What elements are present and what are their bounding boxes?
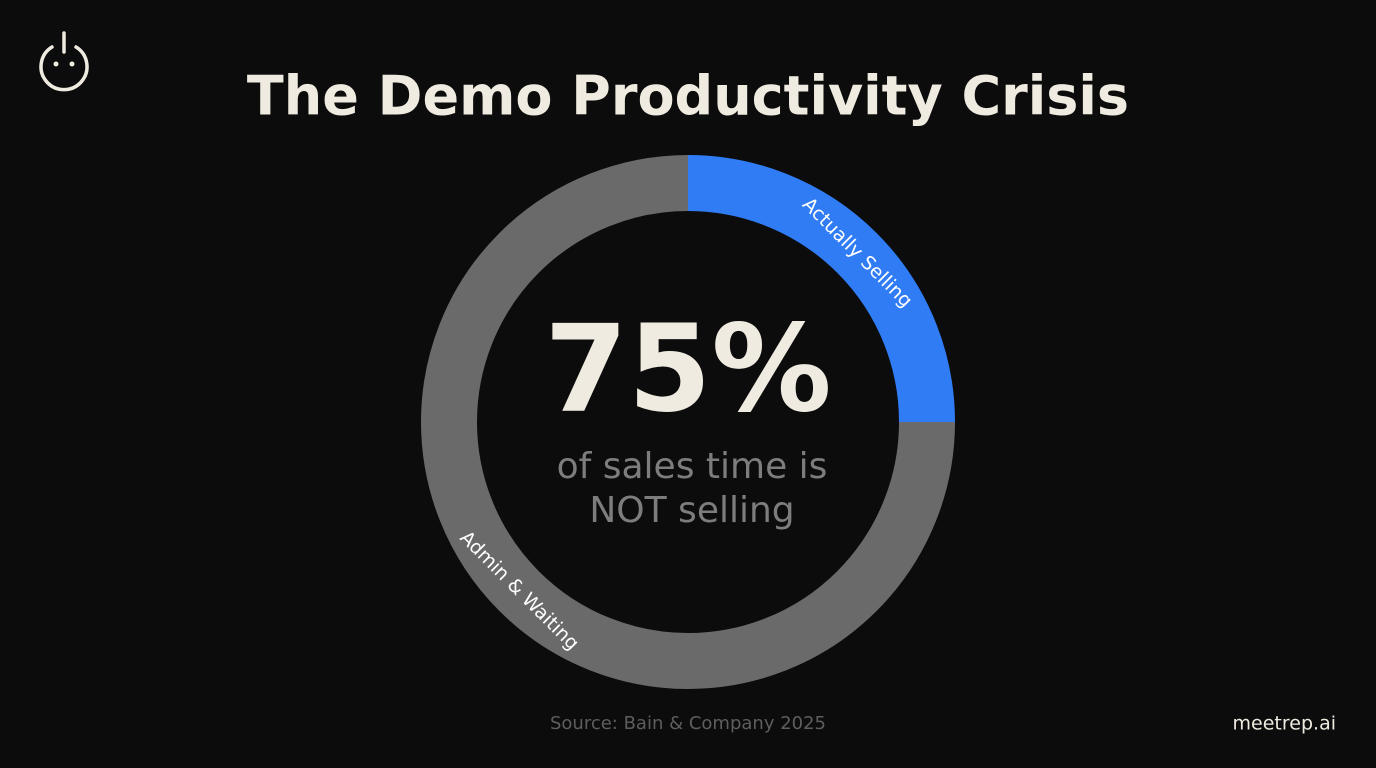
- brand: meetrep.ai: [1233, 713, 1336, 735]
- donut-segment: [421, 155, 955, 689]
- logo: [39, 31, 89, 92]
- center-caption: of sales time is: [557, 446, 828, 487]
- logo-ring: [39, 45, 89, 92]
- logo-dot: [53, 61, 59, 67]
- center-caption: NOT selling: [589, 490, 794, 531]
- source: Source: Bain & Company 2025: [550, 713, 826, 734]
- donut-segment: [687, 155, 955, 423]
- logo-dot: [69, 61, 75, 67]
- center-value: 75%: [544, 301, 831, 440]
- chart-title: The Demo Productivity Crisis: [247, 65, 1129, 128]
